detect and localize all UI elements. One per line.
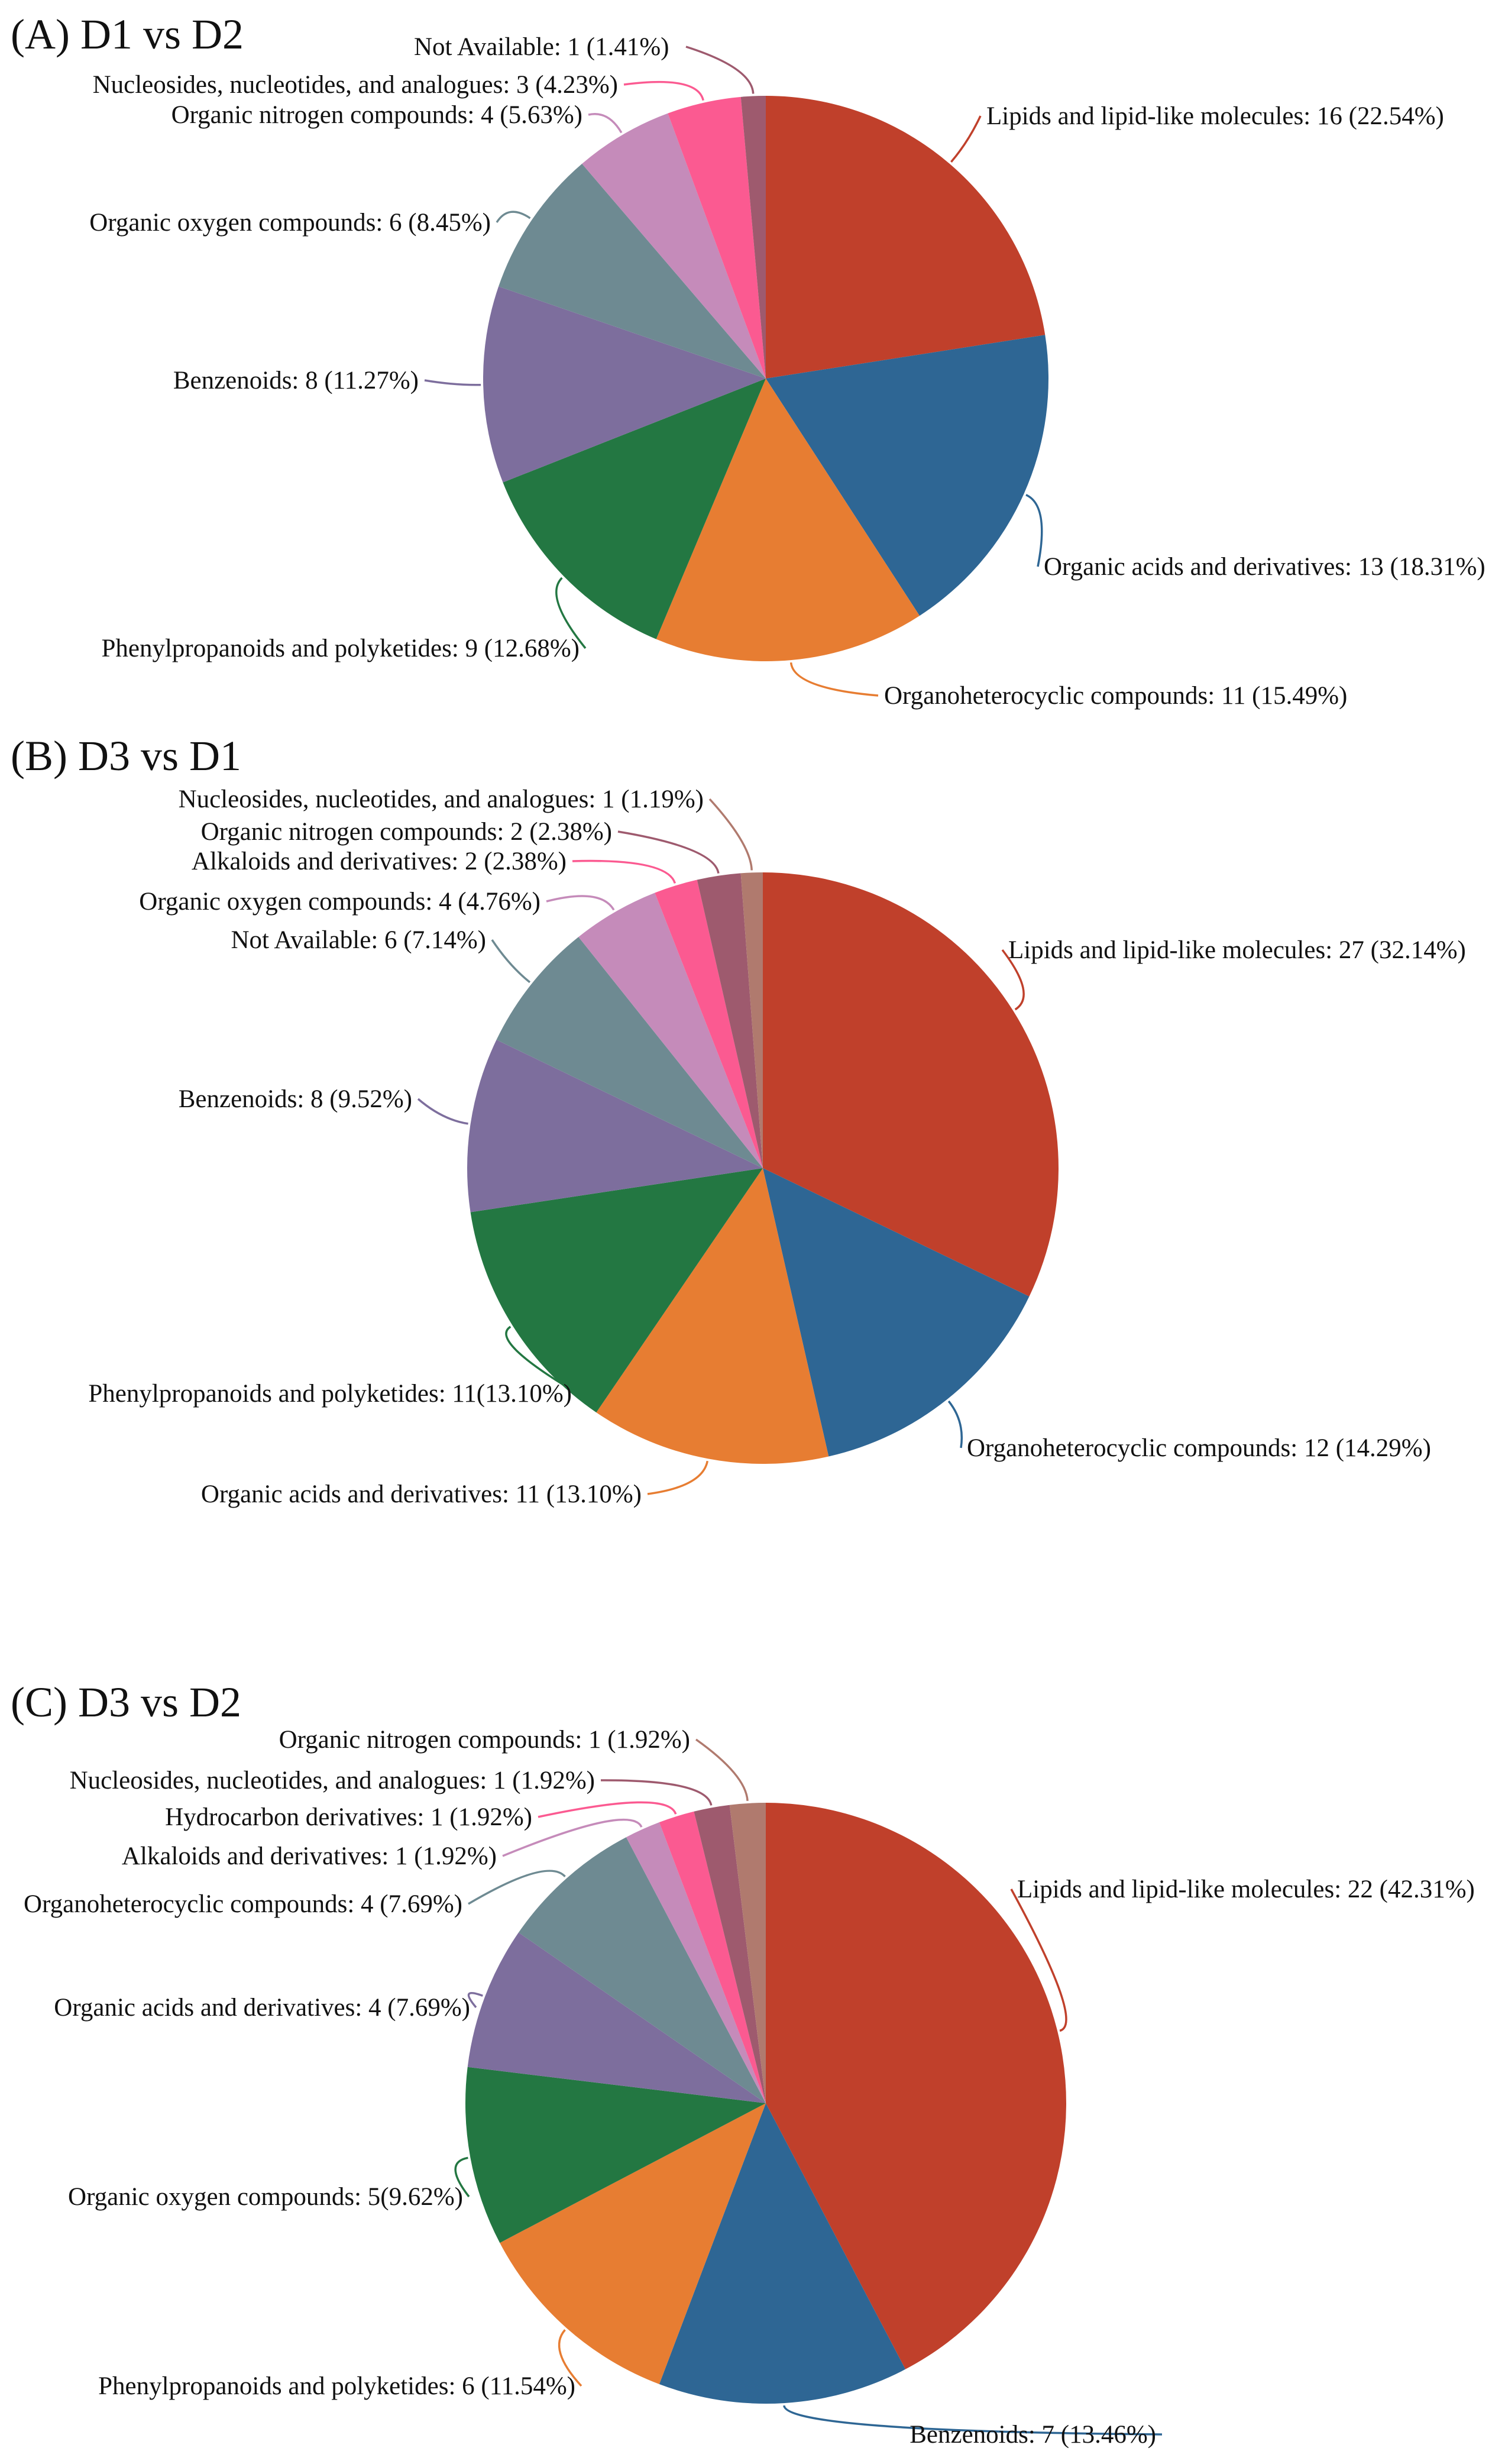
slice-label: Organic oxygen compounds: 6 (8.45%): [89, 209, 491, 237]
pie-slice-organoheterocyclic-compounds: [656, 379, 920, 662]
slice-label: Phenylpropanoids and polyketides: 6 (11.…: [98, 2372, 575, 2400]
pie-slice-organic-oxygen-compounds: [578, 893, 763, 1168]
pie-slice-phenylpropanoids-and-polyketides: [503, 379, 766, 639]
slice-label: Benzenoids: 7 (13.46%): [910, 2421, 1156, 2449]
slice-label: Organic acids and derivatives: 13 (18.31…: [1044, 553, 1485, 581]
slice-label: Phenylpropanoids and polyketides: 9 (12.…: [101, 635, 580, 662]
leader-line: [685, 46, 755, 94]
pie-chart-panel-c: (C) D3 vs D2 Lipids and lipid-like molecu…: [11, 1679, 1475, 2449]
pie-slice-not-available: [496, 937, 763, 1168]
leader-line: [546, 895, 615, 911]
slice-label: Organic oxygen compounds: 4 (4.76%): [139, 888, 540, 916]
slice-label: Lipids and lipid-like molecules: 16 (22.…: [986, 102, 1444, 130]
pie-slice-organoheterocyclic-compounds: [518, 1837, 766, 2103]
pie-slice-lipids-and-lipid-like-molecules: [766, 1803, 1066, 2369]
leader-line: [789, 662, 879, 697]
leader-line: [424, 379, 481, 386]
leader-line: [468, 1870, 566, 1905]
panel-title: (A) D1 vs D2: [11, 11, 244, 58]
slice-label: Alkaloids and derivatives: 2 (2.38%): [192, 848, 567, 875]
pie-slice-organic-nitrogen-compounds: [697, 873, 763, 1168]
pie-slice-organic-nitrogen-compounds: [582, 113, 766, 379]
slice-label: Organoheterocyclic compounds: 12 (14.29%…: [967, 1434, 1431, 1462]
pie-slice-alkaloids-and-derivatives: [655, 879, 763, 1168]
leader-line: [572, 859, 677, 884]
pie-slice-lipids-and-lipid-like-molecules: [763, 872, 1059, 1296]
pie-slice-lipids-and-lipid-like-molecules: [766, 95, 1046, 379]
leader-line: [417, 1098, 468, 1125]
leader-line: [588, 113, 623, 134]
leader-line: [950, 115, 982, 163]
leader-line: [496, 211, 531, 223]
leader-line: [454, 2156, 470, 2198]
leader-line: [600, 1779, 713, 1806]
leader-line: [1025, 494, 1043, 567]
pie-slice-not-available: [740, 96, 766, 379]
slice-label: Nucleosides, nucleotides, and analogues:…: [179, 785, 704, 813]
leader-line: [505, 1325, 578, 1395]
pie-slice-nucleosides-nucleotides-and-analogues: [740, 872, 763, 1168]
slice-label: Organic acids and derivatives: 11 (13.10…: [201, 1480, 642, 1508]
leader-line: [695, 1738, 749, 1802]
pie-chart-panel-a: (A) D1 vs D2 Lipids and lipid-like molecu…: [11, 11, 1485, 710]
slice-label: Organic nitrogen compounds: 1 (1.92%): [279, 1726, 690, 1754]
leader-line: [538, 1801, 677, 1818]
slice-label: Organic acids and derivatives: 4 (7.69%): [54, 1994, 470, 2022]
pie-slice-organic-nitrogen-compounds: [729, 1803, 766, 2103]
leader-line: [555, 577, 587, 649]
leader-line: [947, 1400, 963, 1448]
slice-label: Organoheterocyclic compounds: 4 (7.69%): [24, 1890, 462, 1918]
leader-line: [708, 798, 753, 871]
leader-line: [467, 1991, 483, 2009]
pie-slice-phenylpropanoids-and-polyketides: [500, 2103, 766, 2384]
slice-label: Organic oxygen compounds: 5(9.62%): [68, 2183, 463, 2211]
panel-title: (B) D3 vs D1: [11, 732, 241, 780]
leader-line: [1001, 949, 1025, 1011]
pie-slice-benzenoids: [483, 286, 766, 483]
slice-label: Lipids and lipid-like molecules: 27 (32.…: [1008, 936, 1466, 964]
panel-title: (C) D3 vs D2: [11, 1679, 241, 1726]
leader-line: [502, 1818, 643, 1857]
slice-label: Lipids and lipid-like molecules: 22 (42.…: [1017, 1876, 1475, 1903]
slice-label: Not Available: 6 (7.14%): [231, 926, 487, 954]
leader-line: [491, 939, 531, 984]
pie-slice-organic-oxygen-compounds: [465, 2067, 766, 2243]
slice-label: Alkaloids and derivatives: 1 (1.92%): [122, 1842, 497, 1870]
slice-label: Nucleosides, nucleotides, and analogues:…: [70, 1767, 595, 1794]
slice-label: Phenylpropanoids and polyketides: 11(13.…: [88, 1380, 572, 1408]
slice-label: Not Available: 1 (1.41%): [414, 33, 669, 61]
leader-line: [1010, 1889, 1067, 2032]
slice-label: Benzenoids: 8 (11.27%): [173, 367, 419, 395]
slice-label: Nucleosides, nucleotides, and analogues:…: [93, 71, 618, 99]
pie-slice-organic-acids-and-derivatives: [467, 1932, 766, 2103]
pie-slice-nucleosides-nucleotides-and-analogues: [694, 1805, 766, 2103]
pie-slice-benzenoids: [659, 2103, 906, 2404]
pie-slice-organoheterocyclic-compounds: [763, 1168, 1030, 1457]
pie-slice-organic-acids-and-derivatives: [596, 1168, 829, 1464]
pie-slice-organic-acids-and-derivatives: [766, 335, 1049, 616]
leader-line: [558, 2329, 582, 2387]
slice-label: Benzenoids: 8 (9.52%): [179, 1085, 412, 1113]
slice-label: Organoheterocyclic compounds: 11 (15.49%…: [884, 682, 1347, 710]
slice-label: Organic nitrogen compounds: 2 (2.38%): [201, 818, 612, 846]
slice-label: Hydrocarbon derivatives: 1 (1.92%): [165, 1803, 532, 1831]
slice-label: Organic nitrogen compounds: 4 (5.63%): [171, 101, 582, 129]
pie-slice-phenylpropanoids-and-polyketides: [470, 1168, 763, 1413]
leader-line: [647, 1460, 709, 1495]
pie-slice-nucleosides-nucleotides-and-analogues: [668, 96, 766, 379]
pie-slice-organic-oxygen-compounds: [499, 163, 766, 379]
pie-slice-hydrocarbon-derivatives: [659, 1811, 766, 2103]
leader-line: [623, 80, 704, 101]
pie-slice-alkaloids-and-derivatives: [626, 1822, 766, 2103]
leader-line: [617, 830, 720, 874]
leader-line: [783, 2405, 1163, 2436]
pie-slice-benzenoids: [467, 1040, 763, 1212]
pie-chart-panel-b: (B) D3 vs D1 Lipids and lipid-like molecu…: [11, 732, 1466, 1508]
